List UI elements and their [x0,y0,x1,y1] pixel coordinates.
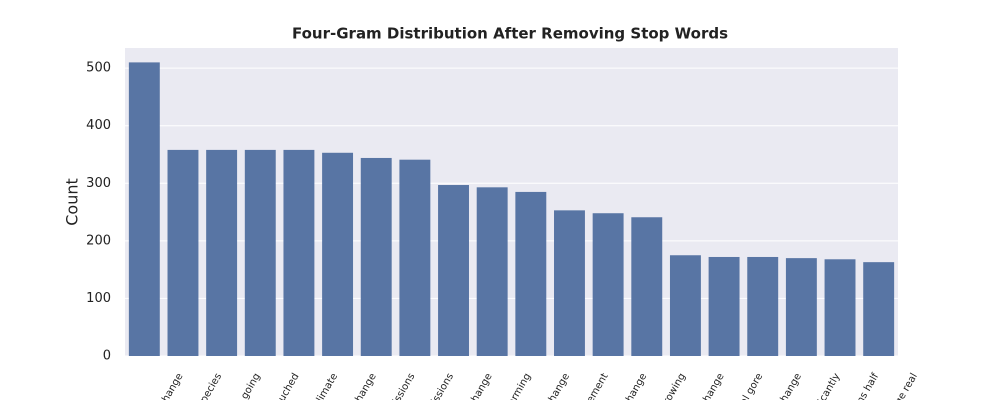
bar [631,217,663,356]
x-tick-label: ficantly [815,371,843,400]
bar [360,157,392,356]
x-tick-label: pecies [199,372,225,400]
bar [708,256,740,356]
x-tick-label: issions [391,372,417,400]
x-tick-label: ge real [893,372,920,400]
bar [669,255,701,356]
x-tick-label: change [621,372,649,400]
x-tick-label: al gore [738,372,765,400]
x-tick-label: ns half [855,371,882,400]
y-axis-label: Count [63,178,82,226]
bar [515,191,547,356]
y-tick-label: 200 [86,233,111,248]
bar [476,187,508,356]
bar [747,256,779,356]
bar [554,210,585,356]
x-tick-label: change [467,372,495,400]
bar [128,62,160,357]
bar [206,149,238,356]
y-tick-label: 300 [86,176,111,191]
x-tick-label: change [699,372,727,400]
x-tick-label: change [544,372,572,400]
x-tick-label: change [158,372,186,400]
x-tick-label: t going [236,372,263,400]
bar [438,185,469,356]
bar [863,262,895,356]
x-tick-label: change [351,372,379,400]
bar [283,149,315,356]
y-tick-label: 0 [103,349,111,364]
x-tick-label: ement [585,371,611,400]
bar [322,152,354,356]
bar [824,259,856,356]
x-tick-label: arming [506,372,533,400]
x-tick-label: ouched [274,372,302,400]
x-tick-label: issions [430,372,456,400]
bar [167,149,199,356]
bar [785,258,817,356]
bar [399,159,431,356]
x-tick-label: change [776,372,804,400]
bar [592,213,624,356]
chart-title: Four-Gram Distribution After Removing St… [292,25,728,43]
x-tick-label: climate [312,372,340,400]
x-tick-label: rowing [662,372,688,400]
y-tick-label: 100 [86,291,111,306]
y-tick-label: 400 [86,118,111,133]
y-tick-label: 500 [86,61,111,76]
plot-area [125,48,898,356]
bar [244,149,276,356]
